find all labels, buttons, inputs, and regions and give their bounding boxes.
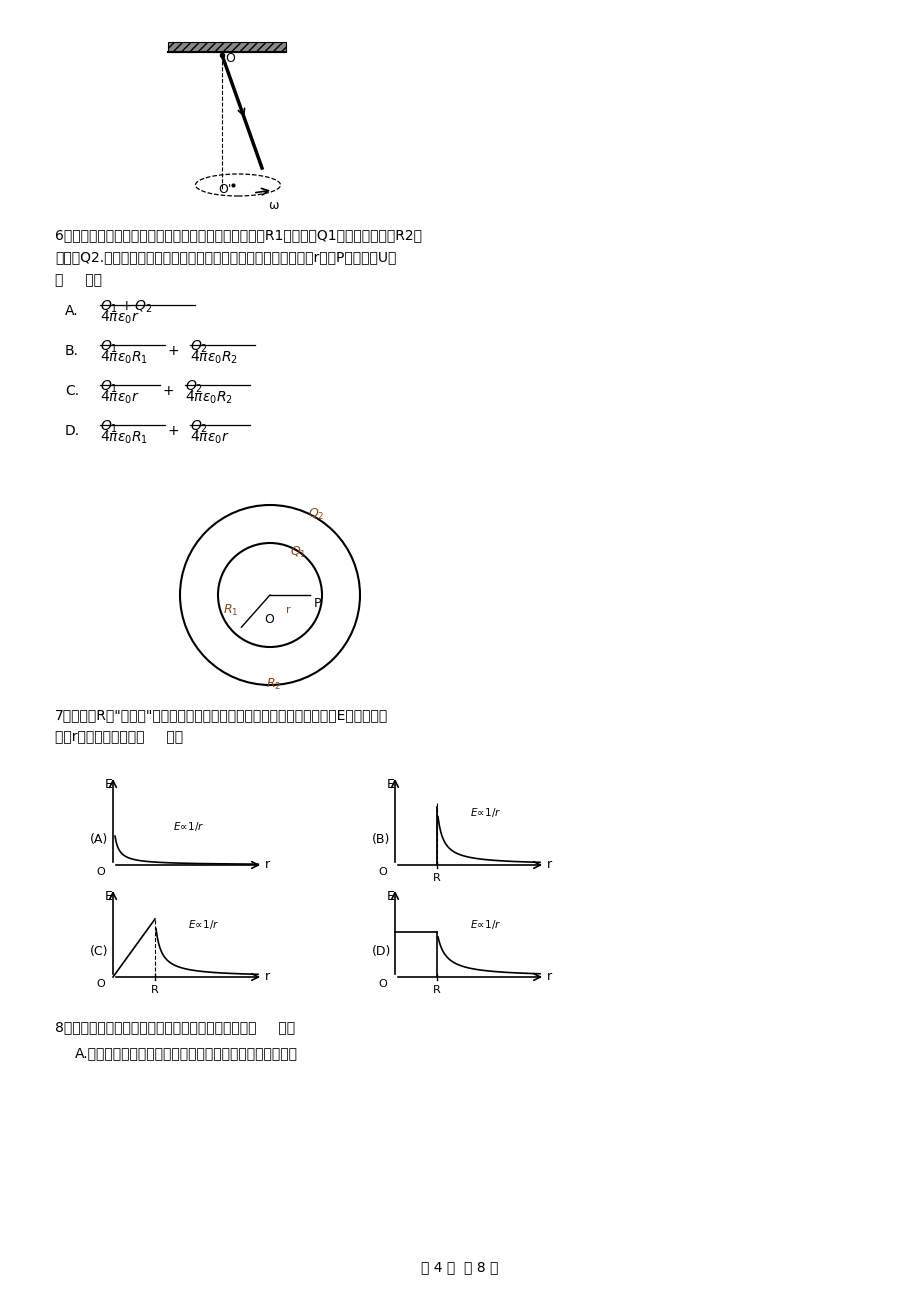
Text: $R_2$: $R_2$ <box>266 677 281 693</box>
Text: $R_1$: $R_1$ <box>222 603 238 618</box>
Text: $4\pi\varepsilon_0 R_2$: $4\pi\varepsilon_0 R_2$ <box>185 391 233 406</box>
Text: $4\pi\varepsilon_0 R_1$: $4\pi\varepsilon_0 R_1$ <box>100 350 148 366</box>
Text: r: r <box>547 970 551 983</box>
Text: O: O <box>264 613 274 626</box>
Text: O: O <box>379 979 387 990</box>
Text: $E\!\propto\!1/r$: $E\!\propto\!1/r$ <box>470 806 501 819</box>
Text: $Q_1$: $Q_1$ <box>289 546 306 560</box>
Text: R: R <box>433 986 440 995</box>
Text: 8、关于刚体对轴的转动惯量，下列说法中正确的是（     ）。: 8、关于刚体对轴的转动惯量，下列说法中正确的是（ ）。 <box>55 1019 295 1034</box>
Text: $E\!\propto\!1/r$: $E\!\propto\!1/r$ <box>470 918 501 931</box>
Text: r: r <box>547 858 551 871</box>
Text: $4\pi\varepsilon_0 R_1$: $4\pi\varepsilon_0 R_1$ <box>100 430 148 447</box>
Text: $Q_1$: $Q_1$ <box>100 419 118 435</box>
Text: D.: D. <box>65 424 80 437</box>
Text: $Q_1+Q_2$: $Q_1+Q_2$ <box>100 299 153 315</box>
Text: $4\pi\varepsilon_0 r$: $4\pi\varepsilon_0 r$ <box>100 310 140 327</box>
Text: O: O <box>96 979 106 990</box>
Text: (D): (D) <box>371 945 391 958</box>
Text: O: O <box>379 867 387 878</box>
Text: P: P <box>313 598 321 611</box>
Text: $Q_1$: $Q_1$ <box>100 339 118 355</box>
Text: 7、半径为R的"无限长"均匀带电圆柱面的静电场中各点的电场强度的大小E与距轴线的: 7、半径为R的"无限长"均匀带电圆柱面的静电场中各点的电场强度的大小E与距轴线的 <box>55 708 388 723</box>
Text: $Q_1$: $Q_1$ <box>100 379 118 396</box>
Text: 第 4 页  共 8 页: 第 4 页 共 8 页 <box>421 1260 498 1273</box>
Text: $4\pi\varepsilon_0 r$: $4\pi\varepsilon_0 r$ <box>190 430 230 447</box>
Text: E: E <box>387 779 394 792</box>
Text: E: E <box>105 891 113 904</box>
Text: O': O' <box>218 184 231 197</box>
Text: E: E <box>105 779 113 792</box>
Text: (B): (B) <box>371 833 390 846</box>
Text: (C): (C) <box>90 945 108 958</box>
Text: R: R <box>151 986 159 995</box>
Text: +: + <box>168 424 179 437</box>
Text: +: + <box>163 384 175 398</box>
Bar <box>168 42 286 52</box>
Text: C.: C. <box>65 384 79 398</box>
Text: r: r <box>265 858 270 871</box>
Text: R: R <box>433 874 440 883</box>
Text: +: + <box>168 344 179 358</box>
Text: 6、如图所示，两个同心的均匀带电球面，内球面半径为R1、带电荷Q1，外球面半径为R2、: 6、如图所示，两个同心的均匀带电球面，内球面半径为R1、带电荷Q1，外球面半径为… <box>55 228 422 242</box>
Text: (A): (A) <box>90 833 108 846</box>
Text: 距离r的关系曲线为：（     ）。: 距离r的关系曲线为：（ ）。 <box>55 730 183 743</box>
Text: （     ）。: （ ）。 <box>55 273 102 286</box>
Text: A.只取决于刚体的质量，与质量的空间分布和轴的位置无关: A.只取决于刚体的质量，与质量的空间分布和轴的位置无关 <box>75 1046 298 1060</box>
Text: $4\pi\varepsilon_0 r$: $4\pi\varepsilon_0 r$ <box>100 391 140 406</box>
Text: $Q_2$: $Q_2$ <box>190 419 208 435</box>
Text: $E\!\propto\!1/r$: $E\!\propto\!1/r$ <box>187 918 220 931</box>
Text: O: O <box>225 52 234 65</box>
Text: B.: B. <box>65 344 79 358</box>
Text: O: O <box>96 867 106 878</box>
Text: $Q_2$: $Q_2$ <box>190 339 208 355</box>
Text: r: r <box>265 970 270 983</box>
Text: $Q_2$: $Q_2$ <box>308 506 324 522</box>
Text: r: r <box>286 605 290 615</box>
Text: $4\pi\varepsilon_0 R_2$: $4\pi\varepsilon_0 R_2$ <box>190 350 238 366</box>
Text: E: E <box>387 891 394 904</box>
Text: ω: ω <box>267 199 278 212</box>
Text: $E\!\propto\!1/r$: $E\!\propto\!1/r$ <box>173 820 204 833</box>
Text: A.: A. <box>65 303 78 318</box>
Text: 带电荷Q2.设无穷远处为电势零点，则在两个球面之间、距离球心为r处的P点的电势U为: 带电荷Q2.设无穷远处为电势零点，则在两个球面之间、距离球心为r处的P点的电势U… <box>55 250 396 264</box>
Text: $Q_2$: $Q_2$ <box>185 379 203 396</box>
